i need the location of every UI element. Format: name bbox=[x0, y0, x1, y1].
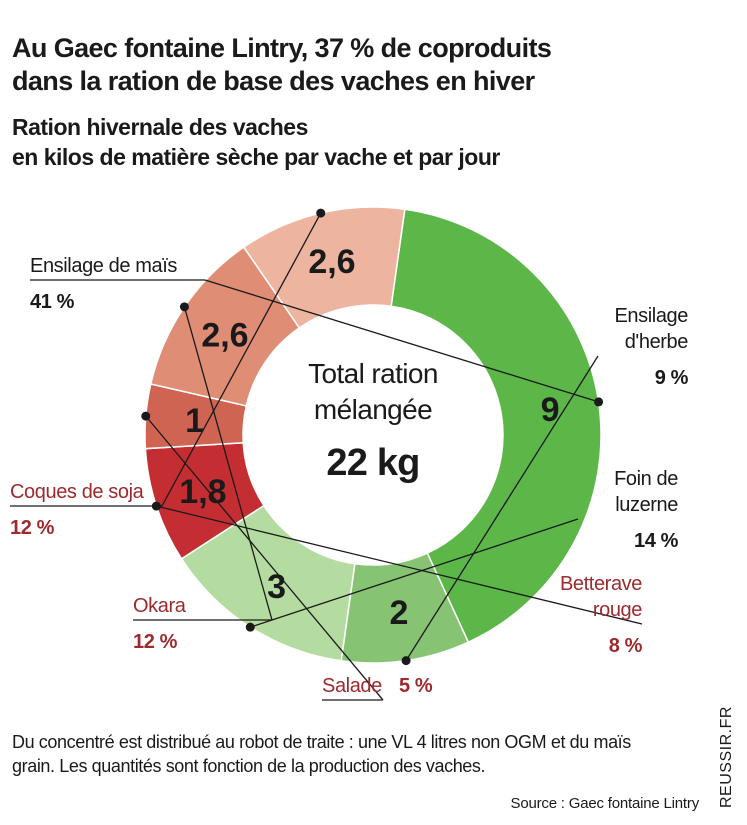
center-label-line-1: mélangée bbox=[314, 394, 432, 425]
source-credit: Source : Gaec fontaine Lintry bbox=[510, 795, 700, 812]
chart-subtitle: Ration hivernale des vaches en kilos de … bbox=[12, 112, 732, 172]
chart-title-line-1: Au Gaec fontaine Lintry, 37 % de coprodu… bbox=[12, 33, 552, 63]
slice-name-label-2-line-1: luzerne bbox=[615, 494, 678, 516]
leader-line-2 bbox=[250, 518, 579, 628]
center-label-line-0: Total ration bbox=[308, 358, 438, 389]
slice-percent-label-4: 5 % bbox=[399, 675, 433, 697]
footnote: Du concentré est distribué au robot de t… bbox=[12, 730, 702, 778]
slice-value-label-1: 2 bbox=[390, 594, 409, 632]
slice-name-label-1-line-1: d'herbe bbox=[625, 331, 689, 353]
leader-line-6 bbox=[161, 212, 322, 507]
slice-value-label-4: 1 bbox=[185, 402, 204, 440]
slice-value-label-5: 2,6 bbox=[201, 316, 248, 354]
slice-percent-label-1: 9 % bbox=[655, 367, 689, 389]
slice-name-label-6: Coques de soja bbox=[10, 481, 145, 503]
leader-dot-2 bbox=[245, 622, 255, 632]
leader-dot-5 bbox=[179, 302, 189, 312]
value-labels-layer: 9 2 3 1,8 1 2,6 2,6 bbox=[179, 243, 559, 632]
leader-dot-1 bbox=[401, 656, 411, 666]
slices-layer bbox=[144, 206, 602, 664]
slice-percent-label-5: 12 % bbox=[133, 631, 178, 653]
slice-name-label-4: Salade bbox=[322, 675, 382, 697]
chart-subtitle-line-1: Ration hivernale des vaches bbox=[12, 114, 308, 140]
slice-percent-label-3: 8 % bbox=[609, 635, 643, 657]
chart-title: Au Gaec fontaine Lintry, 37 % de coprodu… bbox=[12, 32, 732, 98]
leader-line-5 bbox=[183, 306, 273, 621]
footnote-line-2: grain. Les quantités sont fonction de la… bbox=[12, 756, 486, 776]
leader-dot-4 bbox=[141, 411, 151, 421]
slice-value-label-0: 9 bbox=[541, 391, 560, 429]
leader-dot-0 bbox=[594, 397, 604, 407]
slice-percent-label-0: 41 % bbox=[30, 291, 75, 313]
watermark-text: REUSSIR.FR bbox=[718, 706, 735, 808]
slice-0 bbox=[390, 208, 602, 644]
chart-subtitle-line-2: en kilos de matière sèche par vache et p… bbox=[12, 144, 500, 170]
leader-dot-6 bbox=[316, 208, 326, 218]
slice-6 bbox=[242, 206, 406, 329]
slice-value-label-3: 1,8 bbox=[179, 473, 226, 511]
chart-title-line-2: dans la ration de base des vaches en hiv… bbox=[12, 66, 535, 96]
slice-name-label-2-line-0: Foin de bbox=[614, 468, 678, 490]
slice-name-label-3-line-1: rouge bbox=[593, 599, 642, 621]
slice-name-label-3-line-0: Betterave bbox=[560, 573, 642, 595]
center-label: Total ration mélangée 22 kg bbox=[308, 358, 438, 484]
slice-name-label-5: Okara bbox=[133, 595, 187, 617]
footnote-line-1: Du concentré est distribué au robot de t… bbox=[12, 732, 631, 752]
slice-percent-label-6: 12 % bbox=[10, 517, 55, 539]
slice-name-label-0: Ensilage de maïs bbox=[30, 255, 177, 277]
slice-percent-label-2: 14 % bbox=[634, 530, 679, 552]
leader-line-0 bbox=[204, 279, 599, 403]
slice-value-label-2: 3 bbox=[267, 568, 286, 606]
slice-value-label-6: 2,6 bbox=[308, 243, 355, 281]
callouts-layer: Ensilage de maïs 41 % Ensilage d'herbe 9 % Fo… bbox=[10, 208, 689, 701]
slice-name-label-1-line-0: Ensilage bbox=[614, 305, 688, 327]
center-total-value: 22 kg bbox=[326, 442, 419, 484]
leader-line-1 bbox=[405, 355, 599, 661]
